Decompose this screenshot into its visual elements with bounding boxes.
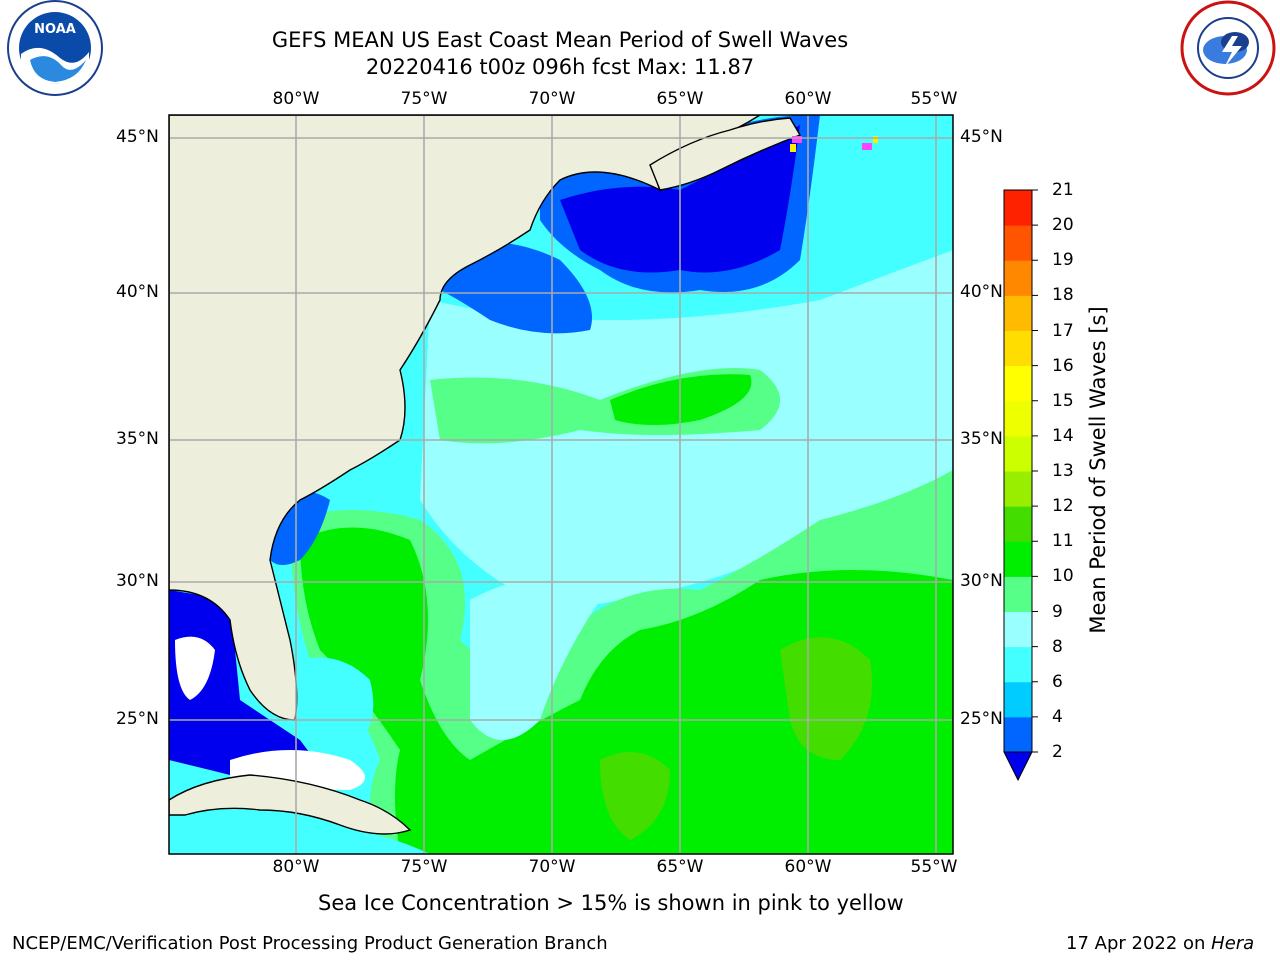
- contour-2-4s-shelf: [440, 242, 592, 334]
- colorbar-tick-label: 2: [1052, 742, 1063, 762]
- lon-label-top: 80°W: [272, 89, 320, 109]
- lat-label-right: 30°N: [960, 571, 1003, 591]
- colorbar-tick-label: 21: [1052, 180, 1074, 200]
- lon-label-bottom: 65°W: [656, 857, 704, 877]
- colorbar-tick-label: 20: [1052, 215, 1074, 236]
- contour-8-9s-south: [470, 580, 600, 740]
- colorbar-tick-label: 13: [1052, 461, 1074, 481]
- colorbar-tick-label: 11: [1052, 531, 1074, 552]
- colorbar-segment: [1004, 716, 1032, 753]
- sea-ice-mark: [790, 144, 796, 152]
- credit-text: NCEP/EMC/Verification Post Processing Pr…: [12, 933, 608, 954]
- lon-label-bottom: 70°W: [528, 857, 576, 877]
- sea-ice-mark: [862, 143, 872, 150]
- lat-label-right: 25°N: [960, 709, 1003, 729]
- colorbar-segment: [1004, 506, 1032, 542]
- lon-label-top: 60°W: [784, 89, 832, 109]
- colorbar-segment: [1004, 646, 1032, 683]
- colorbar-tick-label: 8: [1052, 636, 1063, 657]
- colorbar-segment: [1004, 576, 1032, 612]
- colorbar-tick-label: 6: [1052, 671, 1063, 692]
- contour-gulf-blue: [169, 590, 330, 790]
- colorbar-tick-label: 17: [1052, 320, 1074, 341]
- colorbar-segment: [1004, 611, 1032, 648]
- lat-label-right: 40°N: [960, 282, 1003, 302]
- colorbar-segment: [1004, 190, 1032, 226]
- lon-label-bottom: 60°W: [784, 857, 832, 877]
- colorbar-tick-label: 16: [1052, 355, 1074, 376]
- lon-label-top: 55°W: [910, 89, 958, 109]
- lon-label-top: 75°W: [400, 89, 448, 109]
- colorbar-segment: [1004, 225, 1032, 261]
- contour-10-11s-south: [300, 527, 953, 854]
- colorbar-tick-label: 15: [1052, 390, 1074, 411]
- colorbar-segment: [1004, 681, 1032, 718]
- colorbar-segment: [1004, 330, 1032, 367]
- colorbar-segment: [1004, 400, 1032, 437]
- colorbar-under-arrow: [1003, 751, 1033, 782]
- map-frame: [168, 114, 954, 855]
- lat-label-right: 45°N: [960, 127, 1003, 147]
- lat-label-left: 35°N: [116, 429, 159, 449]
- colorbar-tick-label: 12: [1052, 496, 1074, 517]
- lon-label-bottom: 80°W: [272, 857, 320, 877]
- run-date-text: 17 Apr 2022 on: [1066, 933, 1212, 954]
- lon-label-top: 70°W: [528, 89, 576, 109]
- lat-label-left: 40°N: [116, 282, 159, 302]
- host-name: Hera: [1211, 933, 1255, 954]
- colorbar-segment: [1004, 541, 1032, 577]
- colorbar-segment: [1004, 435, 1032, 472]
- masked-gulf-area: [175, 636, 215, 700]
- colorbar-label: Mean Period of Swell Waves [s]: [1086, 306, 1110, 634]
- lon-label-bottom: 55°W: [910, 857, 958, 877]
- colorbar-tick-label: 19: [1052, 250, 1074, 271]
- contour-11-12s-east: [780, 637, 872, 760]
- lon-label-bottom: 75°W: [400, 857, 448, 877]
- colorbar-segment: [1004, 295, 1032, 331]
- colorbar-tick-label: 10: [1052, 566, 1074, 587]
- colorbar-tick-label: 9: [1052, 601, 1063, 622]
- colorbar-segment: [1004, 471, 1032, 507]
- colorbar-tick-label: 18: [1052, 285, 1074, 306]
- run-date: 17 Apr 2022 on Hera: [1066, 933, 1254, 954]
- land-cuba: [169, 774, 412, 835]
- lat-label-right: 35°N: [960, 429, 1003, 449]
- colorbar-tick-label: 4: [1052, 706, 1063, 727]
- graticule: [169, 115, 953, 854]
- contour-11-12s-south: [600, 752, 670, 840]
- sea-ice-mark: [792, 136, 802, 143]
- lon-label-top: 65°W: [656, 89, 704, 109]
- colorbar-segment: [1004, 260, 1032, 296]
- map-title: GEFS MEAN US East Coast Mean Period of S…: [271, 28, 849, 52]
- colorbar: [1003, 189, 1038, 782]
- colorbar-segment: [1004, 365, 1032, 402]
- lat-label-left: 45°N: [116, 127, 159, 147]
- lat-label-left: 30°N: [116, 571, 159, 591]
- map-subtitle: 20220416 t00z 096h fcst Max: 11.87: [365, 55, 755, 79]
- sea-ice-mark: [873, 136, 878, 143]
- colorbar-tick-label: 14: [1052, 425, 1074, 446]
- sea-ice-note: Sea Ice Concentration > 15% is shown in …: [318, 891, 904, 915]
- lat-label-left: 25°N: [116, 709, 159, 729]
